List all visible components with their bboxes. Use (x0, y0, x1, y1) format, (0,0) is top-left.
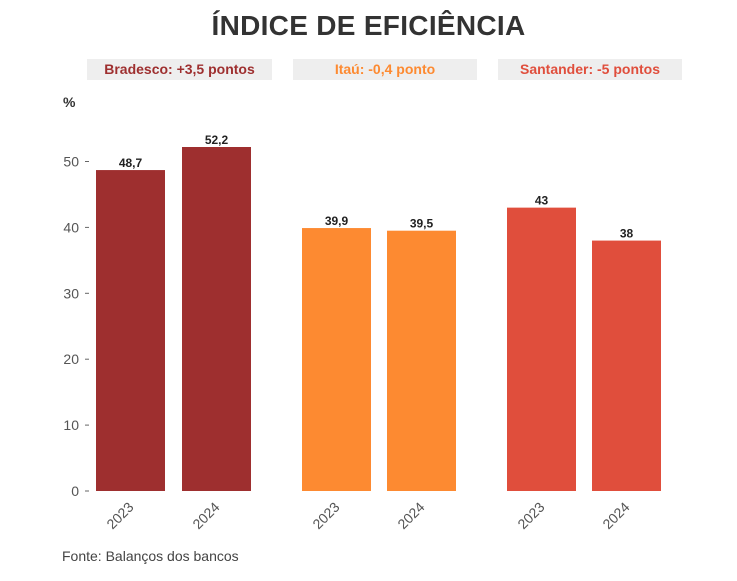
bar-santander-2024 (592, 240, 661, 491)
y-tick-label: 50 (63, 154, 79, 170)
bar-bradesco-2023 (96, 170, 165, 491)
source-note: Fonte: Balanços dos bancos (62, 548, 239, 564)
x-tick-label: 2024 (599, 499, 632, 532)
data-label: 39,9 (325, 214, 349, 228)
y-axis-unit-label: % (63, 94, 76, 110)
chart-title: ÍNDICE DE EFICIÊNCIA (211, 10, 526, 41)
y-tick-label: 20 (63, 351, 79, 367)
y-tick-label: 30 (63, 285, 79, 301)
x-tick-label: 2023 (309, 499, 342, 532)
y-tick-label: 0 (71, 483, 79, 499)
bar-ita-2023 (302, 228, 371, 491)
data-label: 52,2 (205, 133, 229, 147)
data-label: 38 (620, 227, 634, 241)
bar-ita-2024 (387, 230, 456, 491)
santander-summary-badge: Santander: -5 pontos (498, 59, 682, 80)
x-tick-label: 2023 (103, 499, 136, 532)
x-tick-label: 2024 (394, 499, 427, 532)
x-tick-label: 2024 (189, 499, 222, 532)
y-tick-label: 10 (63, 417, 79, 433)
data-label: 43 (535, 194, 549, 208)
data-label: 39,5 (410, 217, 434, 231)
x-tick-label: 2023 (514, 499, 547, 532)
bradesco-summary-badge: Bradesco: +3,5 pontos (87, 59, 272, 80)
itau-summary-badge: Itaú: -0,4 ponto (293, 59, 477, 80)
y-tick-label: 40 (63, 219, 79, 235)
data-label: 48,7 (119, 156, 143, 170)
bar-santander-2023 (507, 207, 576, 491)
bar-bradesco-2024 (182, 147, 251, 491)
